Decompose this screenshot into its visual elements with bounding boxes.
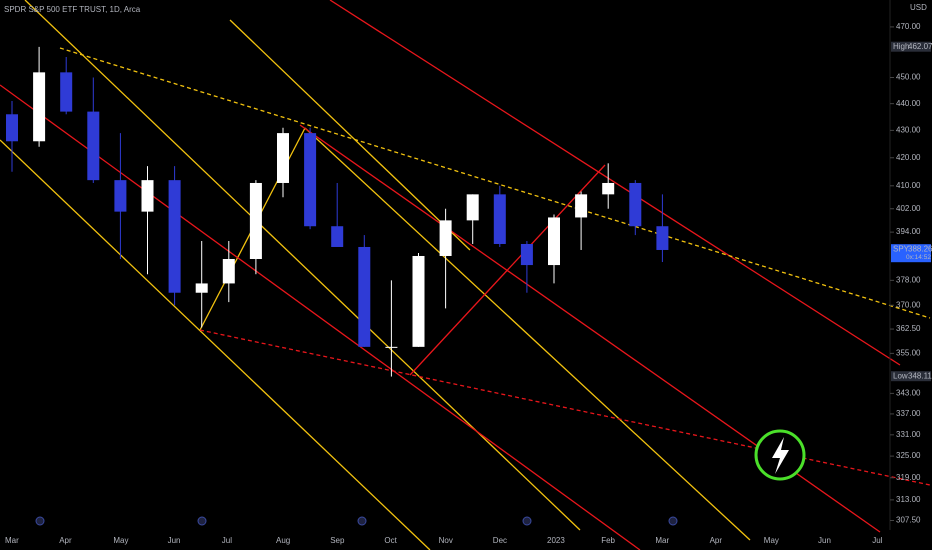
y-tick-label: 331.00 bbox=[896, 430, 921, 439]
y-tick-label: 362.50 bbox=[896, 324, 921, 333]
candle-body bbox=[385, 346, 398, 348]
x-tick-label: Jul bbox=[222, 536, 232, 545]
candle-body bbox=[141, 180, 154, 212]
y-tick-label: 420.00 bbox=[896, 153, 921, 162]
y-tick-label: 325.00 bbox=[896, 451, 921, 460]
channel-line bbox=[0, 84, 641, 550]
channel-line bbox=[0, 139, 431, 550]
candle-body bbox=[466, 194, 479, 221]
price-label-box bbox=[891, 244, 931, 263]
y-tick-label: 402.00 bbox=[896, 204, 921, 213]
y-tick-label: 337.00 bbox=[896, 409, 921, 418]
event-marker bbox=[197, 516, 207, 526]
y-tick-label: 378.00 bbox=[896, 275, 921, 284]
candle-body bbox=[114, 180, 127, 212]
candle-body bbox=[412, 255, 425, 347]
event-marker bbox=[357, 516, 367, 526]
candle-body bbox=[520, 243, 533, 266]
candle-body bbox=[87, 111, 100, 181]
y-tick-label: 410.00 bbox=[896, 181, 921, 190]
x-tick-label: Dec bbox=[493, 536, 507, 545]
x-tick-label: Aug bbox=[276, 536, 290, 545]
dashed-line bbox=[199, 329, 931, 486]
candle-body bbox=[656, 226, 669, 250]
candle-body bbox=[222, 259, 235, 284]
channel-line bbox=[329, 0, 901, 366]
event-marker bbox=[35, 516, 45, 526]
event-marker bbox=[668, 516, 678, 526]
y-tick-label: 319.00 bbox=[896, 473, 921, 482]
price-label-value: 462.07 bbox=[908, 42, 932, 51]
y-tick-label: 307.50 bbox=[896, 516, 921, 525]
icon-bolt bbox=[772, 437, 789, 474]
y-tick-label: 370.00 bbox=[896, 300, 921, 309]
candle-body bbox=[33, 72, 46, 142]
price-label-box bbox=[891, 41, 931, 52]
x-tick-label: May bbox=[113, 536, 128, 545]
candle-body bbox=[439, 220, 452, 256]
candle-body bbox=[602, 182, 615, 195]
price-label-name: High bbox=[893, 42, 909, 51]
price-label-name: SPY bbox=[893, 244, 910, 253]
y-tick-label: 450.00 bbox=[896, 73, 921, 82]
candle-body bbox=[331, 226, 344, 247]
channel-line bbox=[409, 164, 606, 376]
x-tick-label: Sep bbox=[330, 536, 345, 545]
x-tick-label: Oct bbox=[384, 536, 397, 545]
candle-body bbox=[168, 180, 181, 293]
candle-body bbox=[493, 194, 506, 244]
candle-body bbox=[277, 133, 289, 183]
y-tick-label: 440.00 bbox=[896, 99, 921, 108]
x-tick-label: Apr bbox=[59, 536, 72, 545]
x-tick-label: Mar bbox=[5, 536, 19, 545]
price-label-value: 348.11 bbox=[908, 371, 932, 380]
candle-body bbox=[60, 72, 73, 112]
x-tick-label: 2023 bbox=[547, 536, 565, 545]
channel-line bbox=[304, 127, 751, 541]
price-label-box bbox=[891, 371, 931, 382]
candle-body bbox=[629, 182, 642, 227]
candle-body bbox=[575, 194, 588, 218]
x-tick-label: Mar bbox=[655, 536, 669, 545]
lightning-icon bbox=[754, 429, 806, 481]
event-marker bbox=[522, 516, 532, 526]
candle-body bbox=[548, 217, 560, 266]
x-tick-label: Apr bbox=[710, 536, 723, 545]
x-tick-label: Feb bbox=[601, 536, 615, 545]
event-markers bbox=[35, 516, 678, 526]
y-tick-label: 343.00 bbox=[896, 389, 921, 398]
price-label-countdown: 0x:14:52 bbox=[906, 254, 931, 261]
x-tick-label: May bbox=[764, 536, 779, 545]
candle-body bbox=[304, 133, 317, 227]
currency-label: USD bbox=[910, 3, 927, 12]
candle-body bbox=[6, 114, 18, 142]
channel-line bbox=[24, 0, 581, 531]
dashed-line bbox=[59, 47, 931, 319]
candle-body bbox=[358, 246, 371, 347]
candle-body bbox=[195, 283, 208, 293]
price-label-name: Low bbox=[893, 371, 908, 380]
candle-body bbox=[249, 182, 262, 260]
x-tick-label: Nov bbox=[439, 536, 453, 545]
x-tick-label: Jul bbox=[872, 536, 882, 545]
price-label-value: 388.26 bbox=[908, 244, 932, 253]
y-tick-label: 313.00 bbox=[896, 495, 921, 504]
y-tick-label: 394.00 bbox=[896, 227, 921, 236]
channel-line bbox=[229, 19, 471, 251]
chart-title: SPDR S&P 500 ETF TRUST, 1D, Arca bbox=[4, 5, 141, 14]
y-tick-label: 470.00 bbox=[896, 22, 921, 31]
x-tick-label: Jun bbox=[818, 536, 831, 545]
y-tick-label: 430.00 bbox=[896, 126, 921, 135]
y-tick-label: 355.00 bbox=[896, 348, 921, 357]
x-tick-label: Jun bbox=[168, 536, 181, 545]
